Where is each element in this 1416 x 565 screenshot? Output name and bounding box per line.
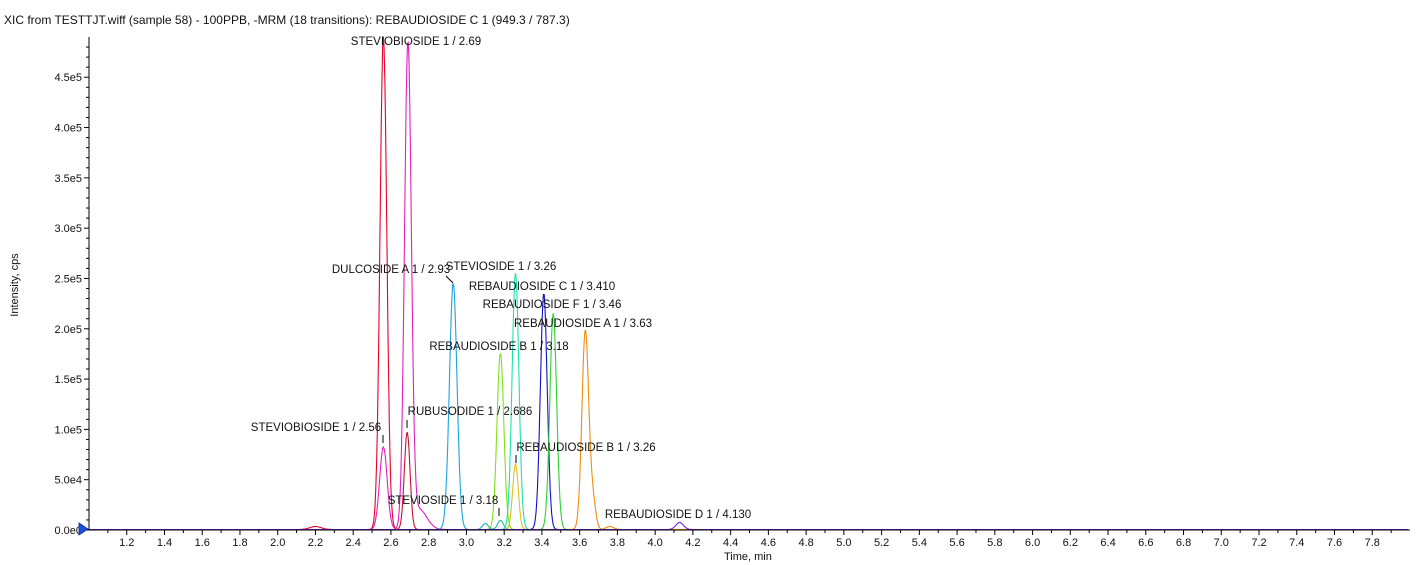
series-line-11 xyxy=(89,521,1408,531)
x-tick-label: 5.4 xyxy=(912,537,927,549)
y-tick-label: 3.5e5 xyxy=(54,173,82,185)
x-tick-label: 6.8 xyxy=(1176,537,1191,549)
series-line-1 xyxy=(89,40,1408,531)
x-tick-label: 7.0 xyxy=(1214,537,1229,549)
peak-label: STEVIOSIDE 1 / 3.26 xyxy=(446,261,557,273)
x-tick-label: 1.6 xyxy=(195,537,210,549)
series-line-0 xyxy=(89,36,1408,531)
x-tick-label: 3.4 xyxy=(534,537,549,549)
x-tick-label: 6.4 xyxy=(1100,537,1115,549)
y-tick-label: 3.0e5 xyxy=(54,223,82,235)
x-tick-label: 2.6 xyxy=(383,537,398,549)
x-tick-label: 5.8 xyxy=(987,537,1002,549)
peak-label: STEVIOBIOSIDE 1 / 2.56 xyxy=(251,422,381,434)
x-tick-label: 4.2 xyxy=(685,537,700,549)
y-tick-label: 1.5e5 xyxy=(54,374,82,386)
peak-label: STEVIOBIOSIDE 1 / 2.69 xyxy=(351,36,481,48)
y-tick-label: 2.0e5 xyxy=(54,324,82,336)
y-tick-label: 2.5e5 xyxy=(54,273,82,285)
series-line-3 xyxy=(89,283,1408,531)
x-tick-label: 5.2 xyxy=(874,537,889,549)
peak-label: RUBUSODIDE 1 / 2.686 xyxy=(408,406,533,418)
series-traces xyxy=(89,36,1408,531)
peak-annotations: STEVIOBIOSIDE 1 / 2.69 DULCOSIDE A 1 / 2.… xyxy=(251,36,751,521)
x-tick-label: 4.4 xyxy=(723,537,738,549)
x-tick-label: 6.0 xyxy=(1025,537,1040,549)
peak-label: STEVIOSIDE 1 / 3.18 xyxy=(388,495,499,507)
peak-label: REBAUDIOSIDE D 1 / 4.130 xyxy=(605,509,751,521)
x-tick-label: 7.4 xyxy=(1289,537,1304,549)
x-tick-label: 7.6 xyxy=(1327,537,1342,549)
x-tick-label: 4.8 xyxy=(798,537,813,549)
y-axis-label: Intensity, cps xyxy=(9,253,21,317)
x-tick-label: 3.2 xyxy=(497,537,512,549)
series-line-5 xyxy=(89,519,1408,531)
x-axis-label: Time, min xyxy=(724,551,772,563)
x-ticks: 1.2 1.4 1.6 1.8 2.0 2.2 2.4 2.6 2.8 3.0 3.2 3.4 3.6 3… xyxy=(107,530,1392,549)
peak-label: DULCOSIDE A 1 / 2.93 xyxy=(332,264,450,276)
x-tick-label: 4.6 xyxy=(761,537,776,549)
x-tick-label: 1.8 xyxy=(232,537,247,549)
series-line-6 xyxy=(89,272,1408,531)
x-tick-label: 2.8 xyxy=(421,537,436,549)
x-tick-label: 3.8 xyxy=(610,537,625,549)
x-tick-label: 6.6 xyxy=(1138,537,1153,549)
x-tick-label: 2.4 xyxy=(346,537,361,549)
peak-label: REBAUDIOSIDE B 1 / 3.26 xyxy=(516,442,655,454)
peak-label-leader xyxy=(445,275,454,284)
peak-label: REBAUDIOSIDE F 1 / 3.46 xyxy=(483,299,622,311)
y-ticks: 0.0e0 5.0e4 1.0e5 1.5e5 2.0e5 2.5e5 3.0e5 3.5e5… xyxy=(54,46,89,537)
y-tick-label: 4.5e5 xyxy=(54,72,82,84)
y-tick-label: 5.0e4 xyxy=(54,475,82,487)
x-tick-label: 5.0 xyxy=(836,537,851,549)
peak-label: REBAUDIOSIDE C 1 / 3.410 xyxy=(469,281,615,293)
cursor-marker-icon[interactable] xyxy=(78,522,89,536)
y-tick-label: 0.0e0 xyxy=(54,525,82,537)
x-tick-label: 3.0 xyxy=(459,537,474,549)
axes xyxy=(88,37,1410,531)
x-tick-label: 4.0 xyxy=(647,537,662,549)
series-line-8 xyxy=(89,293,1408,531)
y-tick-label: 4.0e5 xyxy=(54,123,82,135)
x-tick-label: 1.4 xyxy=(157,537,172,549)
x-tick-label: 5.6 xyxy=(949,537,964,549)
x-tick-label: 7.2 xyxy=(1251,537,1266,549)
x-tick-label: 2.2 xyxy=(308,537,323,549)
peak-label: REBAUDIOSIDE B 1 / 3.18 xyxy=(429,341,568,353)
series-line-4 xyxy=(89,353,1408,531)
x-tick-label: 7.8 xyxy=(1365,537,1380,549)
x-tick-label: 1.2 xyxy=(119,537,134,549)
y-tick-label: 1.0e5 xyxy=(54,424,82,436)
x-tick-label: 6.2 xyxy=(1063,537,1078,549)
chart-title: XIC from TESTTJT.wiff (sample 58) - 100P… xyxy=(4,13,570,27)
peak-label: REBAUDIOSIDE A 1 / 3.63 xyxy=(514,318,652,330)
x-tick-label: 3.6 xyxy=(572,537,587,549)
x-tick-label: 2.0 xyxy=(270,537,285,549)
